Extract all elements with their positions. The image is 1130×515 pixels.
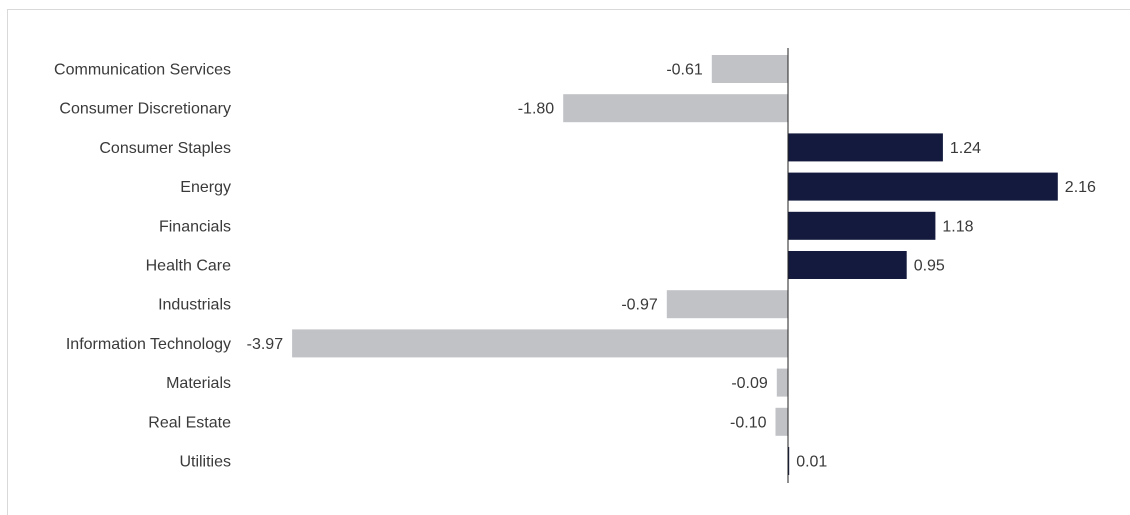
value-label: -1.80	[518, 101, 555, 118]
bars-group	[292, 55, 1058, 475]
category-labels-group: Communication Services Consumer Discretio…	[54, 62, 231, 471]
category-label: Utilities	[179, 454, 231, 471]
value-label: -3.97	[247, 336, 284, 353]
bar-financials	[788, 211, 936, 240]
value-labels-group: -0.61 -1.80 1.24 2.16 1.18 0.95 -0.97 -3.97 -0.0…	[247, 62, 1096, 471]
bar-real-estate	[775, 407, 788, 436]
bar-utilities	[788, 447, 790, 475]
category-label: Information Technology	[66, 336, 231, 353]
category-label: Materials	[166, 375, 231, 392]
category-label: Consumer Staples	[99, 140, 231, 157]
value-label: -0.09	[731, 375, 768, 392]
bar-consumer-staples	[788, 133, 943, 162]
value-label: 0.95	[914, 258, 945, 275]
value-label: -0.97	[621, 297, 658, 314]
category-label: Financials	[159, 218, 231, 235]
value-label: 1.18	[942, 218, 973, 235]
value-label: 1.24	[950, 140, 981, 157]
category-label: Real Estate	[148, 414, 231, 431]
value-label: 2.16	[1065, 179, 1096, 196]
bar-information-technology	[292, 329, 788, 358]
category-label: Health Care	[146, 258, 231, 275]
bar-health-care	[788, 251, 907, 279]
bar-industrials	[666, 290, 788, 319]
bar-energy	[788, 172, 1058, 201]
value-label: -0.61	[666, 62, 703, 79]
bar-materials	[776, 368, 788, 397]
category-label: Energy	[180, 179, 231, 196]
value-label: 0.01	[796, 454, 827, 471]
bar-communication-services	[711, 55, 788, 83]
category-label: Communication Services	[54, 62, 231, 79]
bar-consumer-discretionary	[563, 94, 788, 123]
category-label: Consumer Discretionary	[59, 101, 231, 118]
value-label: -0.10	[730, 414, 767, 431]
chart-frame	[7, 9, 1130, 515]
category-label: Industrials	[158, 297, 231, 314]
